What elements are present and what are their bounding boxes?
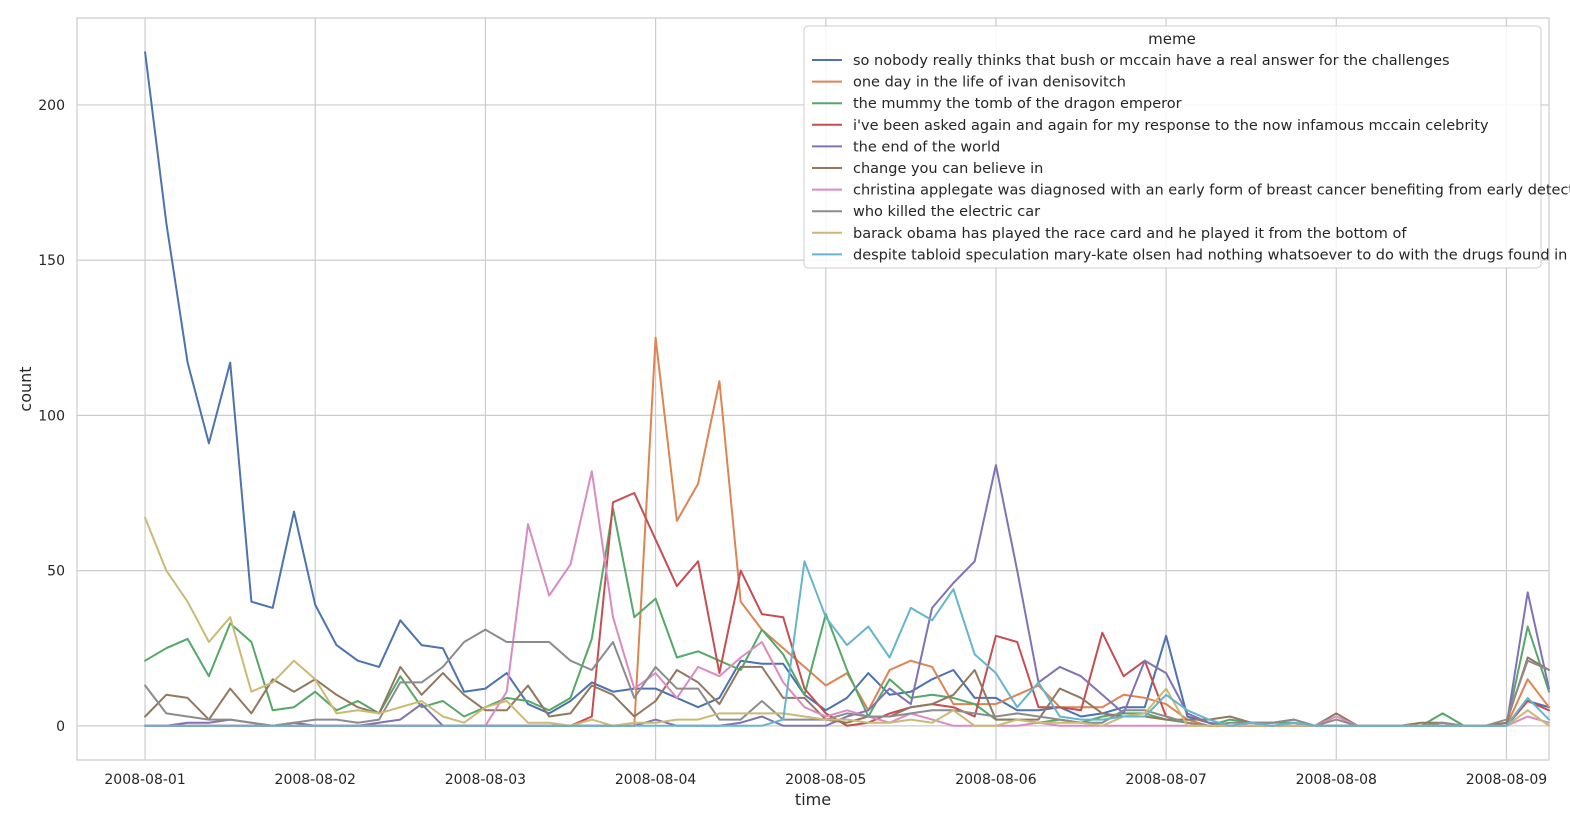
series-line-10 [144, 560, 1550, 727]
x-axis-label: time [795, 790, 831, 809]
legend-item-label: change you can believe in [853, 161, 1043, 177]
series-line-5 [144, 464, 1550, 727]
legend-item-label: despite tabloid speculation mary-kate ol… [853, 247, 1567, 263]
legend-items: so nobody really thinks that bush or mcc… [812, 53, 1570, 263]
legend-item-label: christina applegate was diagnosed with a… [853, 183, 1570, 199]
legend-item-label: so nobody really thinks that bush or mcc… [853, 53, 1450, 69]
x-tick-label: 2008-08-06 [955, 772, 1036, 788]
y-tick-label: 50 [47, 564, 65, 580]
x-tick-label: 2008-08-09 [1466, 772, 1547, 788]
legend: meme so nobody really thinks that bush o… [803, 25, 1570, 269]
x-tick-label: 2008-08-03 [445, 772, 526, 788]
x-tick-label: 2008-08-07 [1125, 772, 1206, 788]
x-tick-label: 2008-08-01 [104, 772, 185, 788]
y-tick-label: 150 [38, 253, 65, 269]
x-tick-label: 2008-08-08 [1296, 772, 1377, 788]
legend-item-label: one day in the life of ivan denisovitch [853, 75, 1126, 91]
y-tick-label: 200 [38, 98, 65, 114]
legend-box [803, 25, 1542, 269]
x-tick-label: 2008-08-05 [785, 772, 866, 788]
y-tick-label: 100 [38, 408, 65, 424]
series-lines [144, 51, 1550, 727]
x-tick-label: 2008-08-02 [275, 772, 356, 788]
series-line-4 [144, 492, 1550, 727]
y-axis-label: count [16, 366, 35, 411]
legend-title: meme [1148, 30, 1196, 48]
x-axis-ticks: 2008-08-01 2008-08-02 2008-08-03 2008-08-04… [104, 772, 1547, 788]
legend-item-label: barack obama has played the race card an… [853, 226, 1407, 242]
legend-item-label: who killed the electric car [853, 204, 1040, 220]
series-line-3 [144, 507, 1550, 727]
y-tick-label: 0 [56, 719, 65, 735]
legend-item-label: the end of the world [853, 139, 1000, 155]
plot-frame [76, 17, 1550, 761]
series-line-9 [144, 516, 1550, 727]
legend-item-label: the mummy the tomb of the dragon emperor [853, 96, 1182, 112]
legend-item-label: i've been asked again and again for my r… [853, 118, 1489, 134]
x-tick-label: 2008-08-04 [615, 772, 696, 788]
series-line-7 [144, 470, 1550, 727]
y-axis-ticks: 0 50 100 150 200 [38, 98, 65, 735]
